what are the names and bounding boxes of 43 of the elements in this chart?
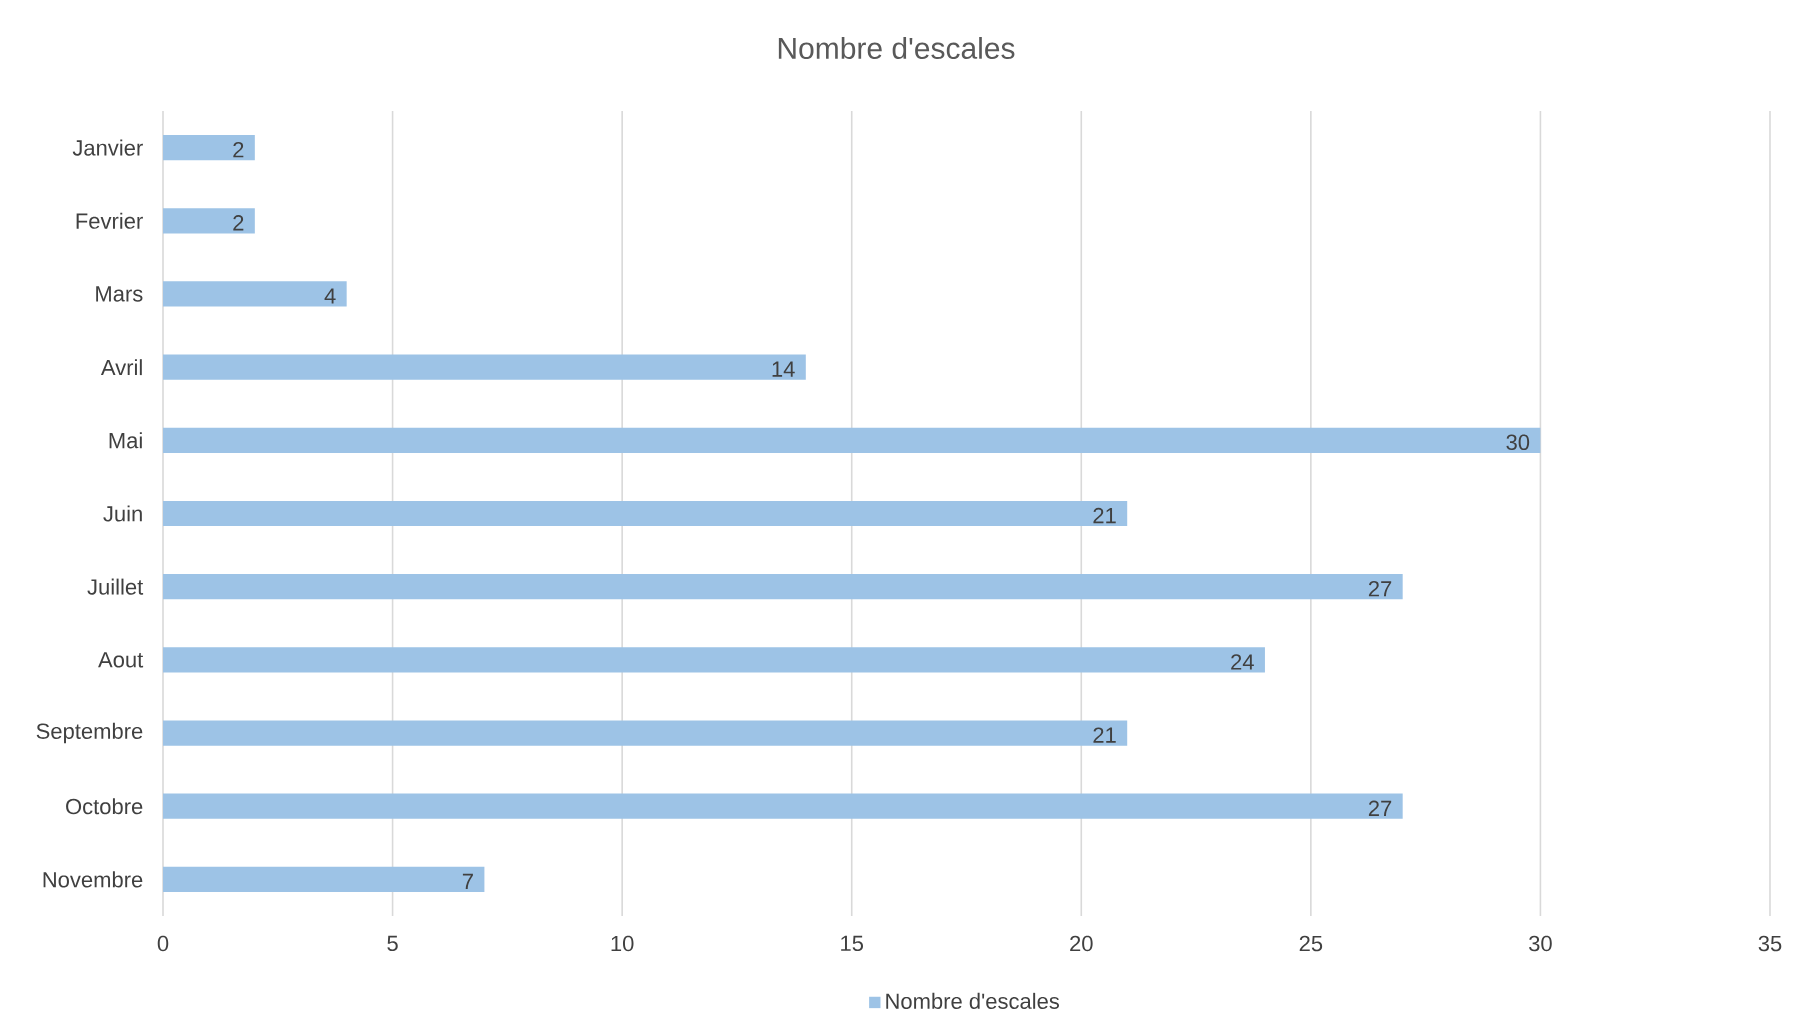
data-label: 27: [1368, 800, 1392, 816]
bar: [163, 500, 1128, 527]
y-tick-label: Aout: [98, 652, 144, 668]
data-label: 7: [462, 873, 473, 889]
bar: [163, 793, 1403, 819]
x-tick-label: 20: [1070, 935, 1093, 952]
data-label: 21: [1093, 727, 1116, 743]
data-label: 27: [1368, 581, 1392, 597]
bar: [163, 647, 1265, 673]
chart-title: Nombre d'escales: [778, 36, 1015, 59]
data-label: 2: [233, 215, 244, 231]
x-tick-label: 35: [1758, 935, 1782, 952]
bar: [163, 354, 806, 380]
y-tick-label: Janvier: [72, 139, 143, 156]
y-tick-label: Septembre: [36, 722, 143, 744]
y-tick-label: Avril: [100, 359, 142, 376]
data-label: 21: [1093, 507, 1116, 524]
bar: [163, 208, 255, 234]
bar: [163, 134, 255, 161]
x-tick-label: 0: [157, 935, 169, 952]
y-tick-label: Fevrier: [76, 212, 143, 229]
y-tick-label: Novembre: [43, 871, 143, 888]
x-tick-label: 10: [611, 935, 634, 952]
data-label: 4: [324, 288, 336, 304]
x-tick-label: 25: [1299, 935, 1323, 952]
bar: [163, 720, 1128, 746]
bar: [163, 574, 1403, 600]
x-tick-label: 30: [1529, 935, 1552, 952]
x-tick-label: 5: [387, 935, 398, 952]
y-tick-label: Juin: [103, 505, 142, 522]
data-label: 30: [1506, 434, 1530, 451]
x-tick-label: 15: [841, 935, 864, 952]
y-tick-label: Octobre: [66, 798, 143, 815]
bar: [163, 427, 1541, 453]
y-tick-label: Mai: [109, 432, 142, 449]
bar: [163, 866, 485, 892]
y-tick-label: Mars: [96, 286, 143, 302]
data-label: 2: [233, 141, 244, 158]
bar: [163, 281, 347, 307]
legend-label: Nombre d'escales: [886, 992, 1060, 1009]
data-label: 24: [1231, 654, 1254, 670]
y-tick-label: Juillet: [87, 578, 144, 595]
data-label: 14: [772, 361, 795, 377]
